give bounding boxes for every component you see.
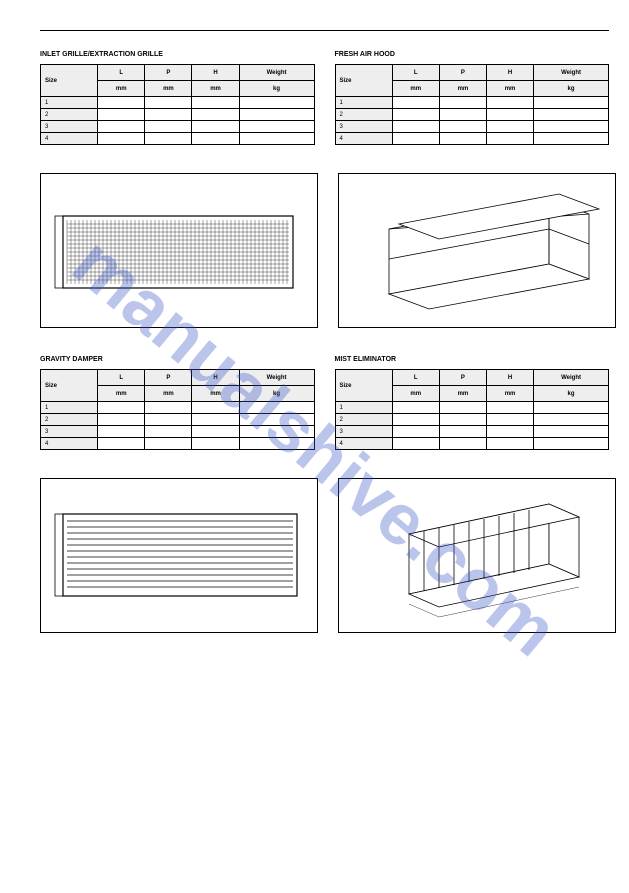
th-size: Size — [335, 370, 392, 402]
th: L — [392, 370, 439, 386]
th: H — [486, 65, 533, 81]
td: 3 — [41, 426, 98, 438]
th-unit: mm — [439, 81, 486, 97]
figure-gravity-damper — [40, 478, 318, 633]
th-unit: kg — [239, 81, 314, 97]
th: Weight — [534, 65, 609, 81]
td: 2 — [41, 109, 98, 121]
th: H — [192, 65, 239, 81]
td: 2 — [41, 414, 98, 426]
th: P — [145, 65, 192, 81]
th: H — [486, 370, 533, 386]
title-top-right: FRESH AIR HOOD — [335, 51, 610, 58]
th-unit: mm — [192, 81, 239, 97]
th-size: Size — [41, 65, 98, 97]
th: H — [192, 370, 239, 386]
th: L — [98, 370, 145, 386]
row-1: INLET GRILLE/EXTRACTION GRILLE Size L P … — [40, 51, 609, 145]
th: Weight — [534, 370, 609, 386]
td: 3 — [335, 426, 392, 438]
th-size: Size — [335, 65, 392, 97]
th-unit: mm — [145, 81, 192, 97]
th: L — [392, 65, 439, 81]
th-size: Size — [41, 370, 98, 402]
row-1-figs — [40, 173, 609, 328]
td: 2 — [335, 109, 392, 121]
th-unit: kg — [534, 81, 609, 97]
th-unit: mm — [98, 386, 145, 402]
th-unit: mm — [486, 81, 533, 97]
td: 3 — [335, 121, 392, 133]
section-top-left: INLET GRILLE/EXTRACTION GRILLE Size L P … — [40, 51, 315, 145]
th: P — [439, 65, 486, 81]
td: 2 — [335, 414, 392, 426]
th-unit: mm — [98, 81, 145, 97]
td: 1 — [41, 97, 98, 109]
row-2: GRAVITY DAMPER Size L P H Weight mm mm m… — [40, 356, 609, 450]
section-bottom-left: GRAVITY DAMPER Size L P H Weight mm mm m… — [40, 356, 315, 450]
table-top-right: Size L P H Weight mm mm mm kg 1 2 3 4 — [335, 64, 610, 145]
td: 4 — [335, 438, 392, 450]
rule-top — [40, 30, 609, 31]
td: 1 — [335, 402, 392, 414]
th-unit: mm — [486, 386, 533, 402]
td: 3 — [41, 121, 98, 133]
th: L — [98, 65, 145, 81]
table-top-left: Size L P H Weight mm mm mm kg 1 2 3 4 — [40, 64, 315, 145]
figure-fresh-air-hood — [338, 173, 616, 328]
section-top-right: FRESH AIR HOOD Size L P H Weight mm mm m… — [335, 51, 610, 145]
th-unit: mm — [439, 386, 486, 402]
td: 1 — [41, 402, 98, 414]
th: P — [145, 370, 192, 386]
th-unit: kg — [239, 386, 314, 402]
section-bottom-right: MIST ELIMINATOR Size L P H Weight mm mm … — [335, 356, 610, 450]
table-bottom-right: Size L P H Weight mm mm mm kg 1 2 3 4 — [335, 369, 610, 450]
th-unit: mm — [392, 81, 439, 97]
th: Weight — [239, 370, 314, 386]
th-unit: mm — [392, 386, 439, 402]
figure-mist-eliminator — [338, 478, 616, 633]
th-unit: mm — [192, 386, 239, 402]
title-bottom-left: GRAVITY DAMPER — [40, 356, 315, 363]
th-unit: mm — [145, 386, 192, 402]
td: 4 — [335, 133, 392, 145]
table-bottom-left: Size L P H Weight mm mm mm kg 1 2 3 4 — [40, 369, 315, 450]
row-2-figs — [40, 478, 609, 633]
figure-inlet-grille — [40, 173, 318, 328]
td: 4 — [41, 133, 98, 145]
th: Weight — [239, 65, 314, 81]
td: 4 — [41, 438, 98, 450]
title-top-left: INLET GRILLE/EXTRACTION GRILLE — [40, 51, 315, 58]
td: 1 — [335, 97, 392, 109]
th: P — [439, 370, 486, 386]
th-unit: kg — [534, 386, 609, 402]
title-bottom-right: MIST ELIMINATOR — [335, 356, 610, 363]
